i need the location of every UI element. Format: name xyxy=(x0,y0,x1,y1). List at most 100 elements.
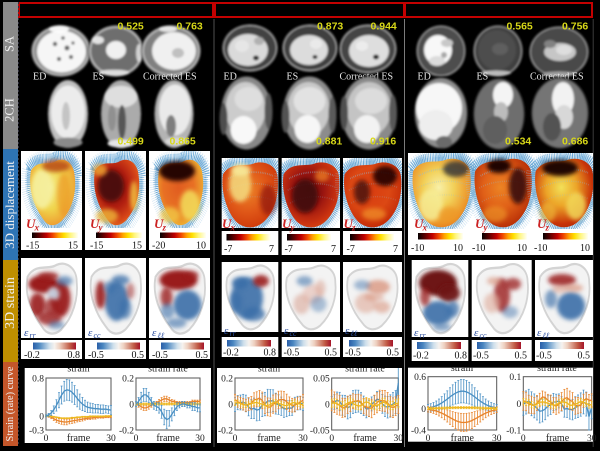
svg-text:cc: cc xyxy=(480,331,488,340)
svg-text:15: 15 xyxy=(68,241,78,252)
svg-text:0.534: 0.534 xyxy=(505,136,531,148)
svg-text:-15: -15 xyxy=(90,241,103,252)
svg-text:ε: ε xyxy=(88,327,93,339)
svg-text:0.865: 0.865 xyxy=(170,136,196,148)
svg-text:ε: ε xyxy=(537,327,542,339)
svg-text:-0.5: -0.5 xyxy=(473,351,489,362)
svg-text:0.8: 0.8 xyxy=(32,375,44,385)
svg-text:ES: ES xyxy=(287,72,299,83)
svg-text:-0.5: -0.5 xyxy=(88,350,104,361)
svg-text:0.2: 0.2 xyxy=(122,375,134,385)
svg-text:0.05: 0.05 xyxy=(313,375,330,385)
svg-text:-0.5: -0.5 xyxy=(284,348,300,359)
svg-text:-0.1: -0.1 xyxy=(506,427,521,437)
svg-text:-7: -7 xyxy=(224,244,232,255)
svg-text:30: 30 xyxy=(298,434,308,444)
svg-text:0.8: 0.8 xyxy=(264,348,277,359)
svg-text:ℓℓ: ℓℓ xyxy=(543,331,550,340)
svg-text:-10: -10 xyxy=(472,243,485,254)
svg-text:x: x xyxy=(34,223,40,233)
svg-text:frame: frame xyxy=(67,433,91,444)
svg-text:frame: frame xyxy=(546,433,570,444)
svg-text:0: 0 xyxy=(39,412,44,422)
svg-text:strain rate: strain rate xyxy=(148,363,188,374)
svg-text:U: U xyxy=(475,216,485,231)
svg-text:0.873: 0.873 xyxy=(317,21,343,33)
svg-text:U: U xyxy=(90,216,100,231)
svg-text:10: 10 xyxy=(517,243,527,254)
svg-text:x: x xyxy=(230,223,236,233)
svg-text:U: U xyxy=(222,216,232,231)
svg-text:30: 30 xyxy=(492,434,502,444)
svg-text:rr: rr xyxy=(420,331,427,340)
svg-text:-0.5: -0.5 xyxy=(536,351,552,362)
svg-text:0: 0 xyxy=(517,400,522,410)
svg-text:ℓℓ: ℓℓ xyxy=(158,331,165,340)
svg-text:7: 7 xyxy=(393,244,398,255)
svg-text:0: 0 xyxy=(421,405,426,415)
svg-text:z: z xyxy=(162,223,167,233)
svg-text:0.6: 0.6 xyxy=(414,373,426,383)
svg-text:-0.5: -0.5 xyxy=(345,348,361,359)
svg-text:-0.2: -0.2 xyxy=(119,427,134,437)
svg-text:0.525: 0.525 xyxy=(118,21,144,33)
svg-text:-0.2: -0.2 xyxy=(218,427,233,437)
svg-text:x: x xyxy=(422,223,428,233)
svg-text:frame: frame xyxy=(156,433,180,444)
svg-text:ε: ε xyxy=(24,327,29,339)
svg-text:-0.2: -0.2 xyxy=(223,348,239,359)
svg-text:U: U xyxy=(282,216,292,231)
svg-text:0: 0 xyxy=(325,401,330,411)
svg-text:rr: rr xyxy=(230,329,237,338)
svg-text:-0.2: -0.2 xyxy=(24,350,40,361)
svg-text:10: 10 xyxy=(453,243,463,254)
svg-text:-10: -10 xyxy=(411,243,424,254)
svg-text:U: U xyxy=(344,216,354,231)
svg-text:2CH: 2CH xyxy=(3,98,17,122)
svg-text:ε: ε xyxy=(284,325,289,337)
svg-text:-15: -15 xyxy=(26,241,39,252)
svg-text:-0.3: -0.3 xyxy=(29,427,44,437)
svg-text:0: 0 xyxy=(426,434,431,444)
svg-text:0: 0 xyxy=(228,401,233,411)
svg-text:0.8: 0.8 xyxy=(455,351,468,362)
svg-text:0.881: 0.881 xyxy=(316,136,342,148)
svg-text:ℓℓ: ℓℓ xyxy=(351,329,358,338)
svg-text:Strain (rate) curve: Strain (rate) curve xyxy=(5,366,16,441)
svg-text:7: 7 xyxy=(331,244,336,255)
svg-text:0.5: 0.5 xyxy=(578,351,591,362)
svg-text:strain rate: strain rate xyxy=(537,363,577,374)
svg-text:0: 0 xyxy=(44,434,49,444)
svg-text:rr: rr xyxy=(30,331,37,340)
svg-text:30: 30 xyxy=(394,434,404,444)
svg-text:y: y xyxy=(290,223,296,233)
svg-text:0.8: 0.8 xyxy=(68,350,81,361)
svg-text:frame: frame xyxy=(257,433,281,444)
svg-text:ES: ES xyxy=(477,72,489,83)
svg-text:0.565: 0.565 xyxy=(507,21,533,33)
svg-text:0.916: 0.916 xyxy=(370,136,396,148)
svg-text:ε: ε xyxy=(474,327,479,339)
svg-text:0.763: 0.763 xyxy=(177,21,203,33)
svg-text:frame: frame xyxy=(353,433,377,444)
svg-text:-0.2: -0.2 xyxy=(413,351,429,362)
svg-text:Corrected ES: Corrected ES xyxy=(143,72,197,83)
svg-text:-7: -7 xyxy=(347,244,355,255)
svg-text:ε: ε xyxy=(414,327,419,339)
svg-text:U: U xyxy=(26,216,36,231)
svg-text:-20: -20 xyxy=(152,241,165,252)
svg-text:ED: ED xyxy=(224,72,237,83)
svg-text:10: 10 xyxy=(580,243,590,254)
svg-text:z: z xyxy=(545,223,550,233)
svg-text:ε: ε xyxy=(224,325,229,337)
svg-text:ED: ED xyxy=(33,72,46,83)
svg-text:U: U xyxy=(154,216,164,231)
svg-text:3D strain: 3D strain xyxy=(3,277,18,329)
svg-text:7: 7 xyxy=(269,244,274,255)
svg-text:0.5: 0.5 xyxy=(132,350,145,361)
svg-text:10: 10 xyxy=(196,241,206,252)
svg-text:0.756: 0.756 xyxy=(562,21,588,33)
svg-text:0: 0 xyxy=(521,434,526,444)
svg-text:3D displacement: 3D displacement xyxy=(2,161,17,249)
svg-text:0.1: 0.1 xyxy=(509,373,521,383)
